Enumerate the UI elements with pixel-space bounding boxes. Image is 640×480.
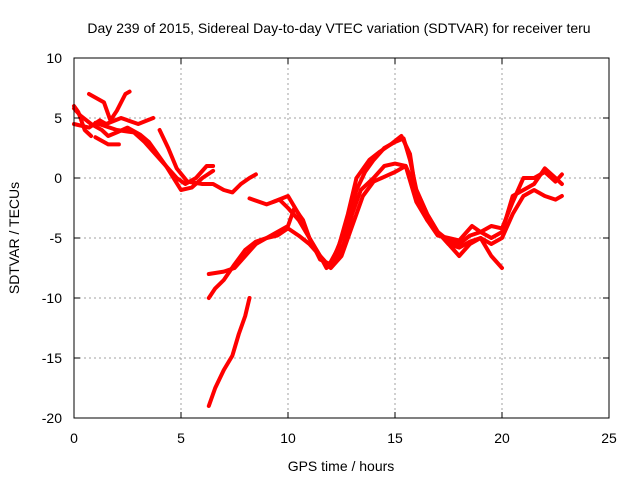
y-tick-label: -10	[42, 290, 62, 306]
series-line-track-5	[93, 135, 121, 147]
ticks: 0 5 10 15 20 25 10 5 0 -5 -10 -15 -20	[42, 50, 617, 446]
x-tick-label: 25	[601, 430, 617, 446]
series-line-track-4	[87, 89, 132, 123]
x-axis-label: GPS time / hours	[288, 458, 395, 474]
series-line-track-11	[271, 134, 564, 267]
series-group	[72, 89, 564, 408]
series-line-track-3	[72, 104, 94, 138]
y-axis-label: SDTVAR / TECUs	[6, 182, 22, 294]
x-tick-label: 10	[280, 430, 296, 446]
y-tick-label: -15	[42, 350, 62, 366]
series-line-track-9	[206, 161, 504, 276]
x-tick-label: 20	[494, 430, 510, 446]
grid	[74, 58, 609, 418]
y-tick-label: 5	[54, 110, 62, 126]
series-line-track-10	[247, 136, 564, 268]
series-line-track-1	[72, 116, 156, 130]
y-tick-label: -20	[42, 410, 62, 426]
x-tick-label: 15	[387, 430, 403, 446]
series-line-track-8	[206, 164, 564, 300]
series-line-track-6	[93, 120, 216, 186]
series-line-track-7	[157, 128, 258, 195]
x-tick-label: 5	[177, 430, 185, 446]
y-tick-label: -5	[50, 230, 63, 246]
y-tick-label: 10	[46, 50, 62, 66]
series-line-track-12	[206, 296, 252, 408]
x-tick-label: 0	[70, 430, 78, 446]
y-tick-label: 0	[54, 170, 62, 186]
chart-title: Day 239 of 2015, Sidereal Day-to-day VTE…	[87, 20, 590, 36]
